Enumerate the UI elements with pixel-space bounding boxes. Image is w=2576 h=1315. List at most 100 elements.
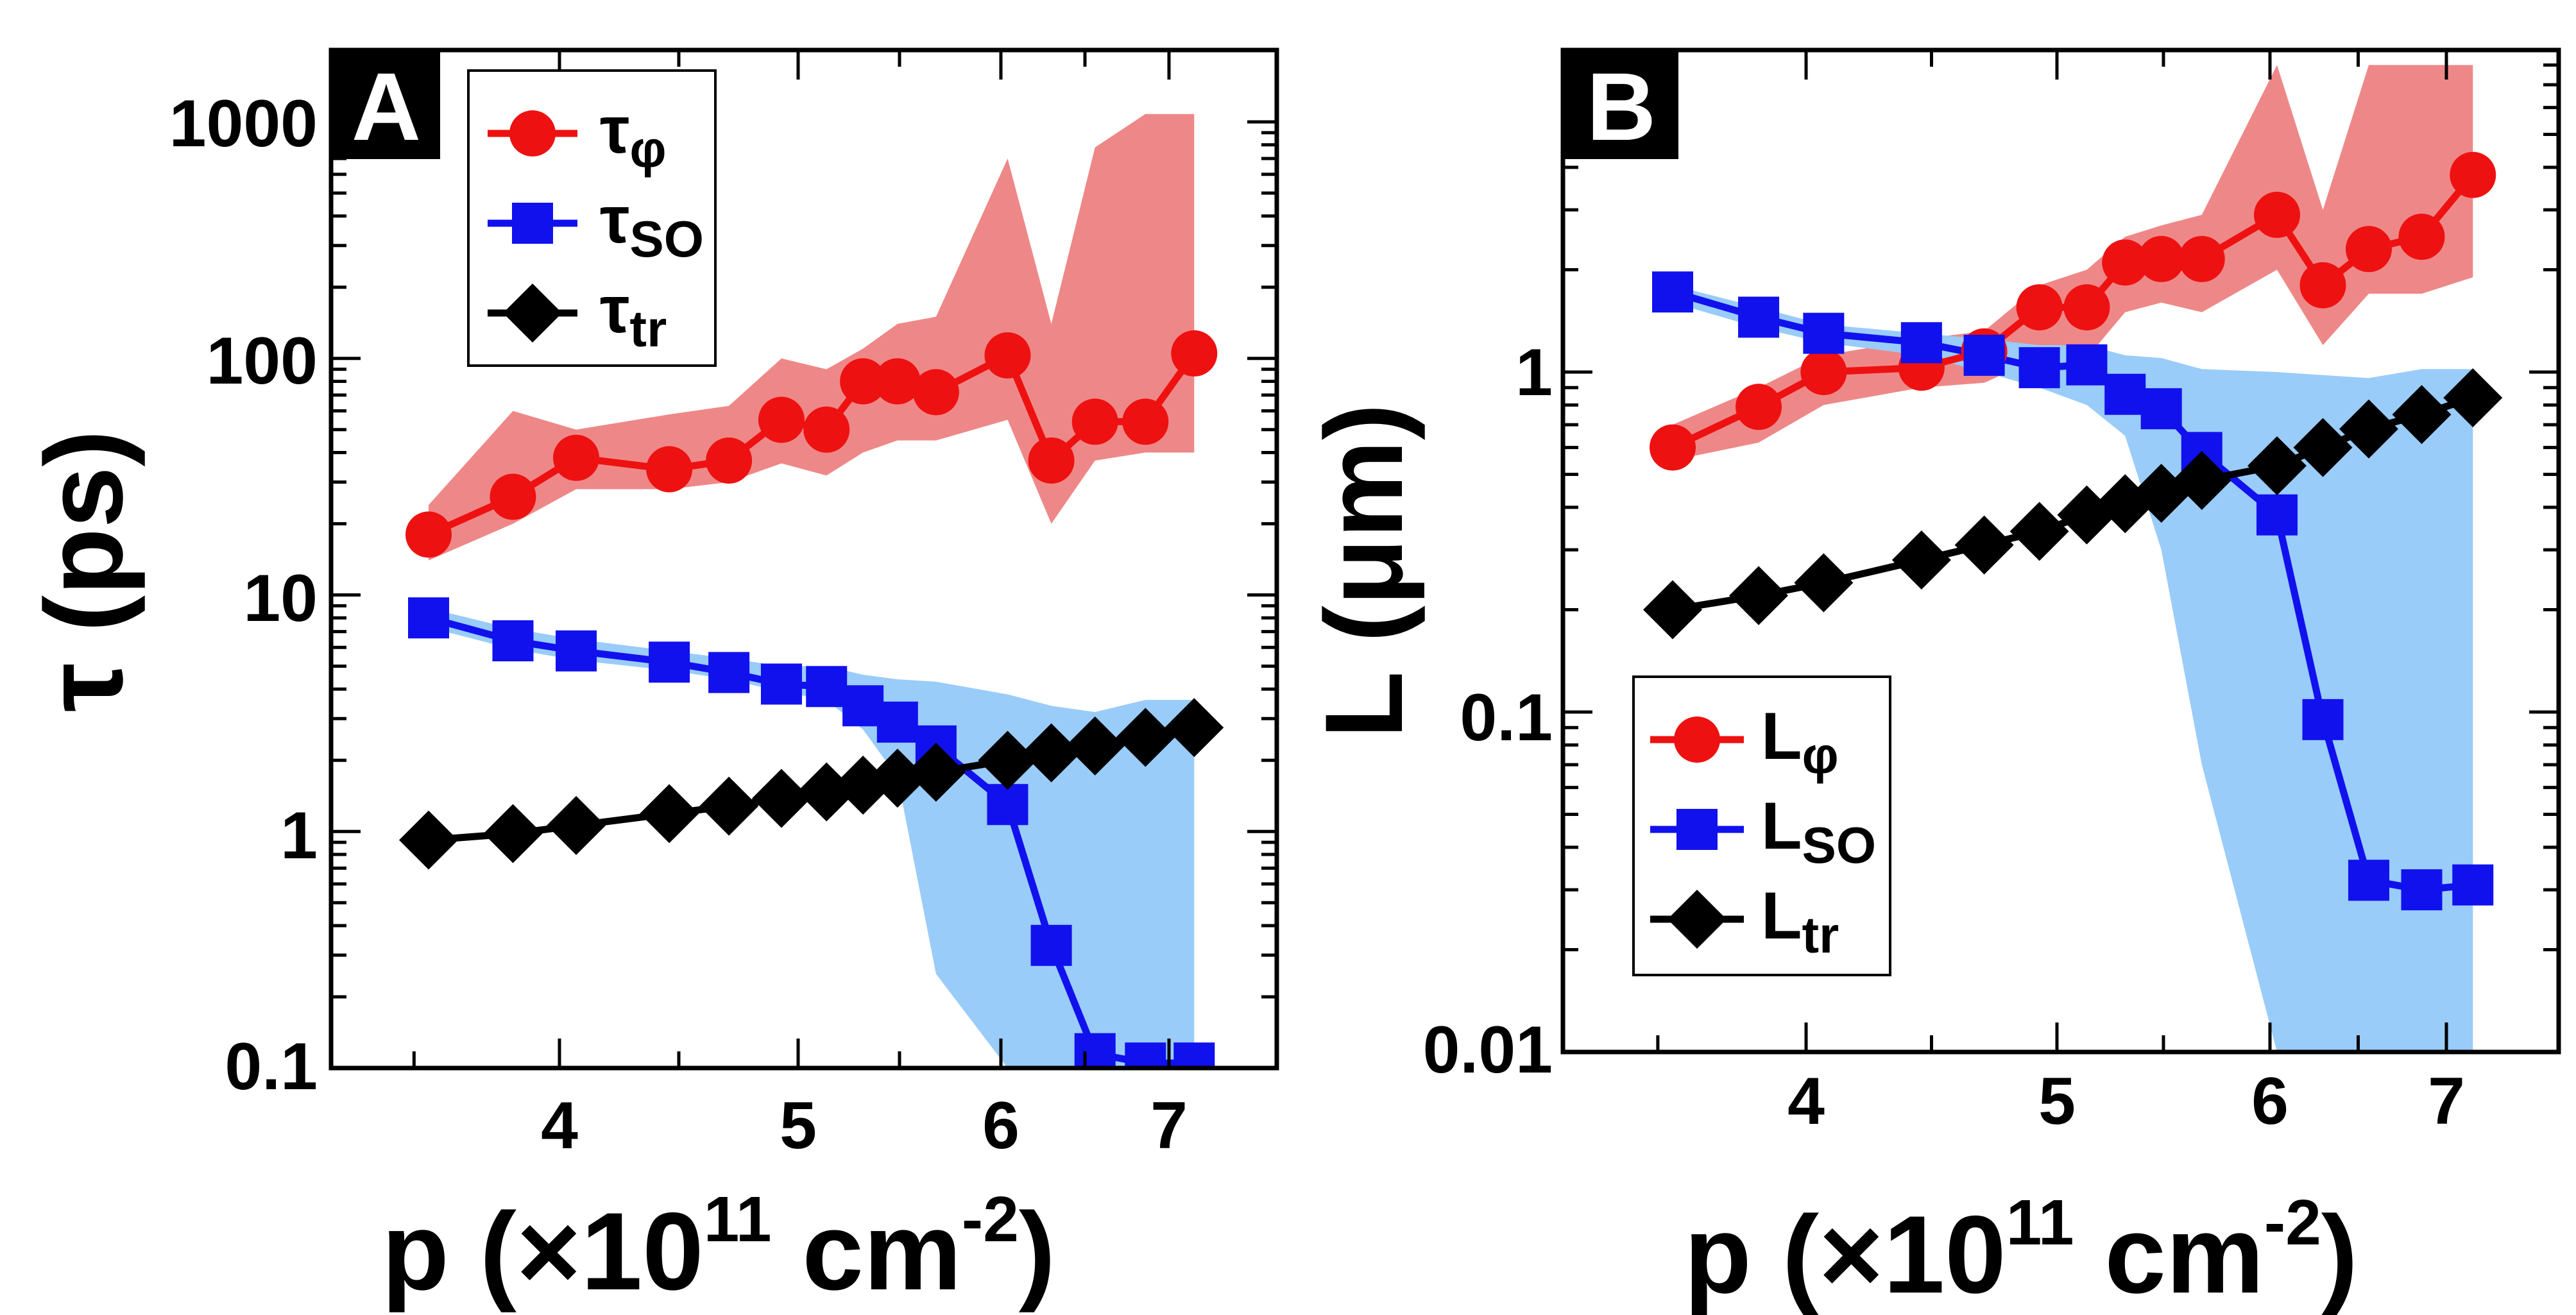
- x-title-suffix: ): [2321, 1193, 2358, 1315]
- x-title-prefix: p (×10: [1684, 1193, 2006, 1315]
- panel-a-x-axis-title: p (×1011 cm-2): [382, 1184, 1055, 1313]
- x-title-suffix: ): [1019, 1190, 1055, 1313]
- panel-a-plot-frame: [328, 47, 1279, 1071]
- legend-label: τφ: [600, 93, 667, 178]
- panel-b-ytick-label: 0.1: [1460, 681, 1553, 755]
- data-point-series-0: [803, 406, 850, 453]
- legend-label-sub: φ: [1802, 727, 1839, 784]
- panel-a-xtick-label: 5: [780, 1089, 817, 1163]
- legend-marker: [509, 110, 556, 157]
- data-point-series-1: [987, 784, 1028, 826]
- panel-b-y-ticks: [1563, 63, 2559, 1054]
- legend-marker: [1676, 809, 1718, 850]
- data-point-series-0: [984, 332, 1031, 379]
- data-point-series-1: [2256, 494, 2298, 536]
- data-point-series-1: [1652, 271, 1693, 313]
- data-point-series-1: [2401, 869, 2443, 911]
- panel-a-y-axis-title: τ (ps): [22, 430, 146, 712]
- data-point-series-1: [2348, 860, 2389, 901]
- data-point-series-0: [912, 369, 959, 416]
- legend-label-main: τ: [600, 93, 629, 167]
- panel-a-ytick-label: 10: [243, 561, 318, 636]
- data-point-series-0: [2299, 262, 2346, 309]
- data-point-series-2: [483, 804, 543, 863]
- data-point-series-1: [2066, 344, 2108, 386]
- data-point-series-1: [760, 663, 802, 705]
- legend-label-main: τ: [600, 183, 629, 257]
- panel-b-xtick-label: 4: [1787, 1064, 1825, 1139]
- data-point-series-1: [1963, 334, 2005, 376]
- data-point-series-0: [553, 434, 600, 481]
- panel-a-ytick-label: 1: [280, 799, 318, 873]
- data-point-series-2: [2248, 436, 2307, 496]
- data-point-series-2: [2172, 450, 2231, 510]
- data-point-series-2: [797, 762, 857, 822]
- data-point-series-2: [1729, 566, 1789, 625]
- data-point-series-2: [906, 742, 966, 802]
- data-point-series-1: [876, 701, 918, 743]
- data-point-series-0: [1071, 398, 1118, 445]
- data-point-series-1: [2104, 373, 2146, 415]
- uncertainty-band-1: [429, 608, 1195, 1068]
- legend-marker: [1674, 717, 1720, 763]
- data-point-series-0: [758, 396, 805, 443]
- data-point-series-0: [646, 446, 693, 493]
- data-point-series-2: [867, 749, 927, 808]
- x-title-prefix: p (×10: [382, 1190, 704, 1313]
- panel-a-xtick-label: 6: [982, 1089, 1019, 1163]
- data-point-series-0: [1171, 330, 1218, 377]
- legend-label: τtr: [600, 273, 667, 357]
- legend-label-main: L: [1761, 879, 1802, 953]
- x-title-mid: cm: [2074, 1193, 2264, 1315]
- panel-b-legend-items: [1650, 717, 1744, 949]
- panel-a-bands: [429, 114, 1195, 1068]
- legend-marker: [503, 284, 562, 343]
- legend-label: Lφ: [1761, 699, 1839, 784]
- legend-label-main: τ: [600, 273, 629, 347]
- data-point-series-0: [2138, 235, 2185, 282]
- data-point-series-0: [405, 511, 452, 558]
- data-point-series-1: [806, 666, 848, 708]
- panel-a-letter: A: [352, 53, 421, 160]
- panel-a-ytick-label: 0.1: [225, 1030, 318, 1104]
- data-point-series-2: [699, 776, 759, 836]
- data-point-series-2: [1116, 708, 1175, 767]
- data-point-series-0: [2398, 214, 2445, 260]
- data-point-series-2: [1164, 698, 1224, 758]
- data-point-series-1: [492, 620, 534, 661]
- panel-a-ytick-label: 1000: [169, 87, 318, 161]
- panel-a-ytick-label: 100: [206, 324, 318, 398]
- x-title-mid: cm: [772, 1190, 962, 1313]
- data-point-series-2: [2293, 418, 2353, 477]
- data-point-series-2: [751, 768, 811, 828]
- data-point-series-1: [1900, 322, 1942, 364]
- data-point-series-1: [1738, 296, 1780, 338]
- data-point-series-2: [2443, 368, 2503, 428]
- data-point-series-2: [1065, 716, 1125, 776]
- data-point-series-2: [640, 784, 699, 844]
- data-point-series-1: [1173, 1042, 1215, 1068]
- panel-a-y-ticks: [331, 49, 1277, 1070]
- data-point-series-0: [2016, 284, 2063, 331]
- legend-label-sub: φ: [629, 121, 666, 178]
- data-point-series-1: [556, 630, 597, 672]
- panel-a-x-ticks: [412, 50, 1171, 1068]
- data-point-series-2: [1891, 530, 1951, 590]
- data-point-series-0: [2063, 284, 2110, 331]
- data-point-series-0: [1028, 437, 1075, 484]
- legend-label: τSO: [600, 183, 704, 267]
- data-point-series-1: [649, 641, 690, 683]
- data-point-series-1: [1030, 924, 1072, 966]
- data-point-series-2: [2009, 502, 2069, 561]
- legend-label-sub: tr: [1802, 906, 1839, 963]
- data-point-series-0: [1122, 398, 1169, 445]
- legend-marker: [1668, 890, 1727, 949]
- data-point-series-1: [2140, 388, 2182, 430]
- panel-b-markers: [1643, 151, 2503, 911]
- panel-b-letter-box: [1564, 51, 1678, 159]
- legend-label-sub: tr: [629, 300, 667, 357]
- legend-marker: [512, 203, 553, 244]
- data-point-series-1: [408, 597, 449, 639]
- data-point-series-1: [708, 652, 750, 693]
